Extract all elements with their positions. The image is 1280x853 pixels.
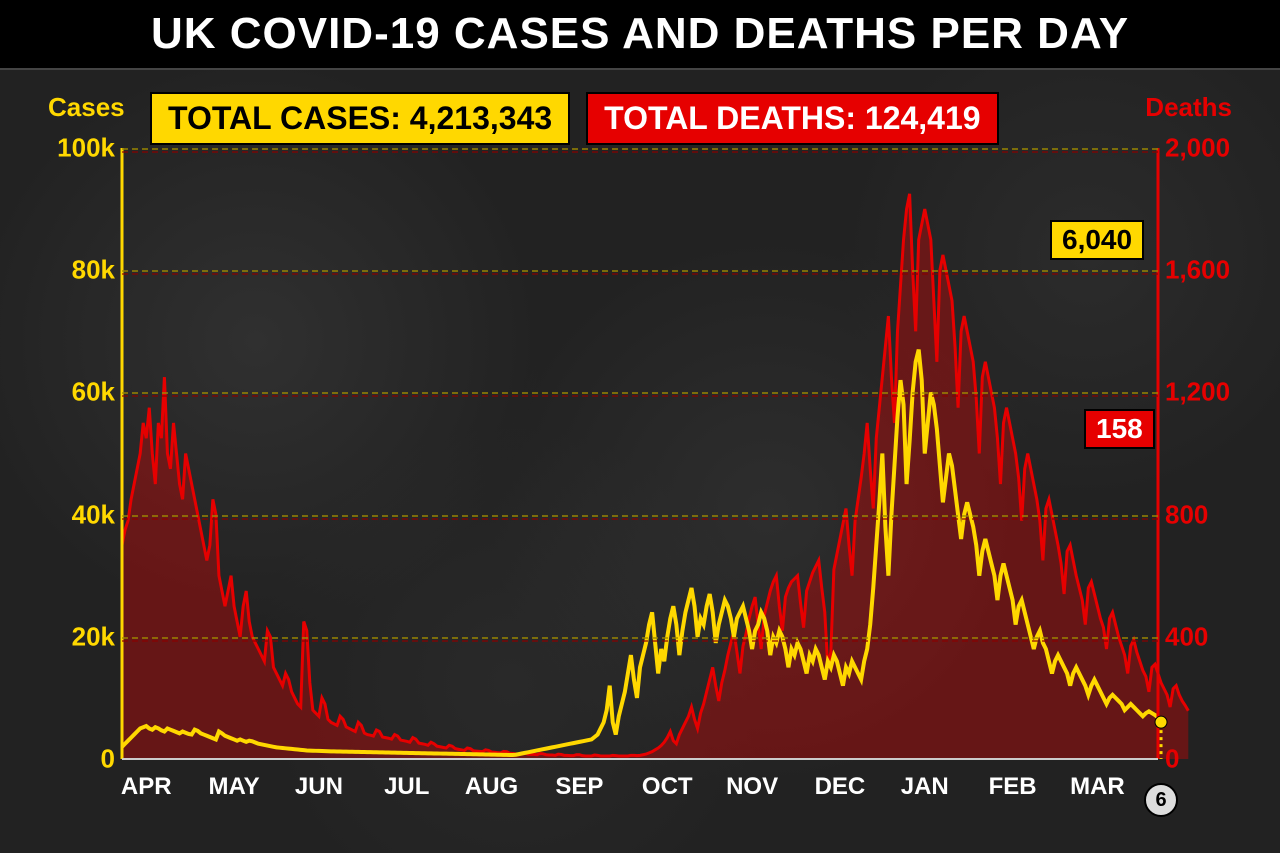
x-tick-month: FEB [989,773,1037,801]
y-tick-right: 800 [1165,499,1240,530]
y-tick-right: 1,600 [1165,255,1240,286]
x-tick-month: JUL [384,773,429,801]
plot-svg [122,148,1158,759]
date-marker: 6 [1144,783,1178,817]
cases-callout-badge: 6,040 [1050,220,1144,260]
x-tick-month: APR [121,773,172,801]
x-tick-month: JAN [901,773,949,801]
total-cases-badge: TOTAL CASES: 4,213,343 [150,92,570,145]
y-tick-left: 0 [40,744,115,775]
cases-end-marker [1155,716,1167,728]
x-tick-month: MAR [1070,773,1125,801]
x-tick-month: SEP [555,773,603,801]
x-tick-month: NOV [726,773,778,801]
right-axis-title: Deaths [1145,92,1232,123]
x-tick-month: OCT [642,773,693,801]
chart-area: Cases Deaths TOTAL CASES: 4,213,343 TOTA… [30,92,1250,823]
x-tick-month: MAY [209,773,260,801]
total-deaths-badge: TOTAL DEATHS: 124,419 [586,92,998,145]
y-tick-left: 80k [40,255,115,286]
x-tick-month: JUN [295,773,343,801]
x-tick-month: AUG [465,773,518,801]
y-tick-left: 20k [40,621,115,652]
y-tick-left: 100k [40,133,115,164]
y-tick-right: 0 [1165,744,1240,775]
chart-title: UK COVID-19 CASES AND DEATHS PER DAY [151,9,1129,59]
y-tick-right: 400 [1165,621,1240,652]
plot-region: 020k40k60k80k100k04008001,2001,6002,000A… [122,148,1158,759]
title-bar: UK COVID-19 CASES AND DEATHS PER DAY [0,0,1280,70]
y-tick-right: 2,000 [1165,133,1240,164]
x-tick-month: DEC [815,773,866,801]
y-tick-left: 40k [40,499,115,530]
totals-row: TOTAL CASES: 4,213,343 TOTAL DEATHS: 124… [150,92,999,145]
y-tick-right: 1,200 [1165,377,1240,408]
deaths-area [122,194,1188,759]
left-axis-title: Cases [48,92,125,123]
deaths-callout-badge: 158 [1084,409,1155,449]
y-tick-left: 60k [40,377,115,408]
